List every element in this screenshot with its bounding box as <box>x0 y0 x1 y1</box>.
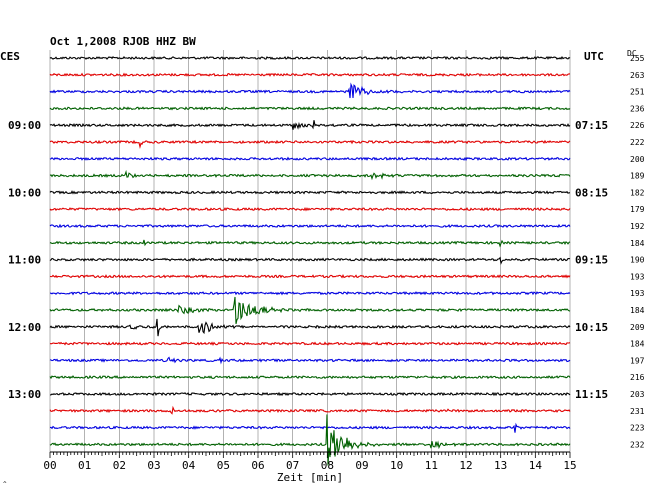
dc-offset-label: 184 <box>630 239 645 248</box>
dc-offset-label: 263 <box>630 71 645 80</box>
right-time-label: 07:15 <box>575 119 608 132</box>
trace-line-row-3 <box>49 82 571 99</box>
left-time-label: 09:00 <box>8 119 41 132</box>
x-tick-label: 15 <box>563 459 576 472</box>
trace-line-row-19 <box>49 356 571 365</box>
trace-line-row-1 <box>49 55 571 61</box>
trace-line-row-13 <box>49 256 571 265</box>
left-time-label: 10:00 <box>8 186 41 199</box>
x-tick-label: 04 <box>182 459 196 472</box>
trace-line-row-9 <box>49 190 571 195</box>
dc-offset-label: 189 <box>630 172 645 181</box>
trace-line-row-23 <box>49 422 571 433</box>
x-tick-label: 10 <box>390 459 403 472</box>
dc-offset-label: 255 <box>630 54 645 63</box>
trace-line-row-15 <box>49 291 571 296</box>
trace-lines <box>49 55 571 466</box>
x-tick-label: 06 <box>251 459 264 472</box>
dc-offset-label: 192 <box>630 222 645 231</box>
dc-header-label: DC <box>627 49 637 58</box>
dc-offset-label: 184 <box>630 340 645 349</box>
trace-line-row-22 <box>49 405 571 415</box>
dc-offset-label: 203 <box>630 390 645 399</box>
right-timezone-label: UTC <box>584 50 604 63</box>
dc-offset-label: 190 <box>630 256 645 265</box>
right-time-label: 09:15 <box>575 254 608 267</box>
dc-offset-label: 222 <box>630 138 645 147</box>
left-timezone-label: CES <box>0 50 20 63</box>
x-tick-label: 03 <box>147 459 160 472</box>
dc-offset-label: 193 <box>630 272 645 281</box>
dc-offset-label: 226 <box>630 121 645 130</box>
x-tick-label: 08 <box>321 459 334 472</box>
trace-line-row-6 <box>49 139 571 150</box>
dc-offset-label: 200 <box>630 155 645 164</box>
trace-line-row-11 <box>49 223 571 229</box>
left-time-label: 11:00 <box>8 254 41 267</box>
x-tick-label: 11 <box>425 459 438 472</box>
dc-offset-label: 197 <box>630 356 645 365</box>
row-labels: 255 263 251 236 09:00 07:15 226 222 200 189 10:00 0… <box>8 54 645 449</box>
dc-offset-label: 232 <box>630 440 645 449</box>
trace-line-row-20 <box>49 375 571 380</box>
dc-offset-label: 216 <box>630 373 645 382</box>
trace-line-row-14 <box>49 274 571 279</box>
dc-offset-label: 182 <box>630 188 645 197</box>
chart-title: Oct 1,2008 RJOB HHZ BW <box>50 35 196 48</box>
right-time-label: 08:15 <box>575 186 608 199</box>
trace-line-row-10 <box>49 206 571 212</box>
x-axis-label: Zeit [min] <box>277 471 343 484</box>
trace-line-row-2 <box>49 72 571 78</box>
trace-line-row-24 <box>49 414 571 466</box>
x-tick-label: 13 <box>494 459 507 472</box>
x-tick-label: 01 <box>78 459 91 472</box>
x-tick-label: 00 <box>43 459 56 472</box>
trace-line-row-16 <box>49 296 571 324</box>
dc-offset-label: 184 <box>630 306 645 315</box>
corner-mark: ^ <box>3 481 7 488</box>
trace-line-row-8 <box>49 169 571 181</box>
grid-lines <box>49 50 571 452</box>
left-time-label: 13:00 <box>8 388 41 401</box>
dc-offset-label: 209 <box>630 323 645 332</box>
dc-offset-label: 193 <box>630 289 645 298</box>
left-time-label: 12:00 <box>8 321 41 334</box>
trace-line-row-17 <box>49 318 571 337</box>
trace-line-row-4 <box>49 106 571 111</box>
dc-offset-label: 179 <box>630 205 645 214</box>
trace-line-row-12 <box>49 239 571 248</box>
right-time-label: 11:15 <box>575 388 608 401</box>
trace-line-row-21 <box>49 391 571 397</box>
dc-offset-label: 251 <box>630 88 645 97</box>
dc-offset-label: 236 <box>630 104 645 113</box>
right-time-label: 10:15 <box>575 321 608 334</box>
x-tick-label: 14 <box>529 459 543 472</box>
trace-line-row-7 <box>49 156 571 162</box>
dc-offset-label: 231 <box>630 407 645 416</box>
x-tick-label: 09 <box>355 459 368 472</box>
trace-line-row-18 <box>49 341 571 346</box>
x-tick-label: 12 <box>459 459 472 472</box>
trace-line-row-5 <box>49 120 571 130</box>
x-tick-label: 05 <box>217 459 230 472</box>
x-tick-label: 07 <box>286 459 299 472</box>
x-axis: 00 01 02 03 04 05 06 07 08 09 10 11 12 13 14 15 <box>43 451 577 472</box>
dc-offset-label: 223 <box>630 424 645 433</box>
x-tick-label: 02 <box>113 459 126 472</box>
